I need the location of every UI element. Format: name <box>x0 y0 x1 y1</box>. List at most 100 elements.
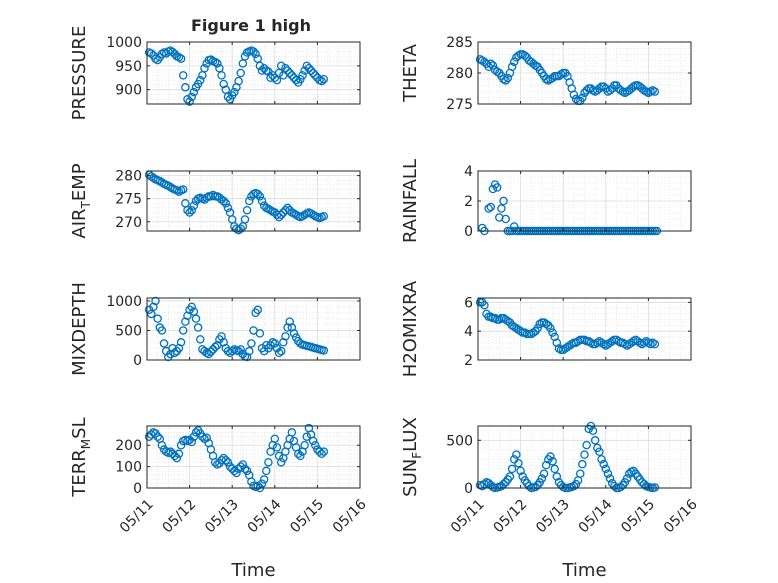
data-point <box>586 338 596 347</box>
data-point <box>599 82 608 91</box>
data-point <box>501 214 510 224</box>
data-point <box>183 94 192 104</box>
data-point <box>597 455 606 464</box>
data-point <box>300 66 309 75</box>
data-point <box>223 458 233 467</box>
data-point <box>257 196 267 206</box>
data-point <box>488 184 498 194</box>
data-point <box>266 205 275 215</box>
data-point <box>159 339 169 348</box>
y-tick-label: 2 <box>464 194 473 210</box>
data-point <box>191 428 201 437</box>
data-point <box>255 192 265 201</box>
data-point <box>317 76 326 86</box>
x-tick-label: 05/13 <box>202 496 242 536</box>
subplot-8: 0 500 05/11 05/12 05/13 05/14 05/15 05/16 Time SU… <box>400 417 701 581</box>
data-point <box>276 458 286 467</box>
data-point <box>580 450 589 459</box>
data-point <box>554 344 564 353</box>
axes-box <box>146 170 361 232</box>
data-point <box>319 211 329 221</box>
subplot-3: 270 275 280 AIRTEMP <box>69 163 361 239</box>
data-point <box>590 436 600 445</box>
data-point <box>255 329 265 338</box>
data-point <box>283 203 292 213</box>
data-point <box>206 347 216 356</box>
data-point <box>193 323 203 332</box>
data-point <box>490 313 500 323</box>
y-axis-label: PRESSURE <box>69 26 90 121</box>
data-point <box>503 73 513 83</box>
x-tick-label: 05/14 <box>576 496 616 536</box>
data-point <box>289 329 299 338</box>
data-point <box>287 71 297 80</box>
data-point <box>595 84 604 93</box>
y-tick-label: 500 <box>446 433 473 449</box>
data-point <box>187 92 196 102</box>
axes-box <box>477 425 692 489</box>
y-axis-label: RAINFALL <box>400 159 421 243</box>
data-point <box>492 183 502 192</box>
y-axis-label: H2OMIXRA <box>400 280 421 377</box>
data-point <box>624 339 634 349</box>
data-point <box>588 426 598 436</box>
axes-box <box>146 425 361 489</box>
data-point <box>539 469 549 478</box>
data-point <box>548 457 557 466</box>
axes-box <box>477 297 692 361</box>
data-point <box>157 440 167 450</box>
data-point <box>230 87 239 97</box>
y-tick-label: 0 <box>133 353 142 369</box>
subplot-7: 0 100 200 05/11 05/12 05/13 05/14 05/15 05/16 Tim… <box>69 417 370 581</box>
data-point <box>287 428 297 437</box>
data-point <box>302 61 311 71</box>
data-point <box>168 449 177 459</box>
x-tick-label: 05/14 <box>245 496 285 536</box>
data-point <box>210 342 220 352</box>
data-point <box>185 208 194 217</box>
data-point <box>495 315 504 324</box>
x-axis-label: Time <box>561 560 606 581</box>
data-point <box>221 199 231 208</box>
y-tick-label: 500 <box>115 323 142 339</box>
data-point <box>147 49 156 58</box>
data-point <box>276 346 286 356</box>
data-point <box>512 450 521 459</box>
data-point <box>166 182 175 192</box>
data-point <box>501 315 510 324</box>
data-point <box>210 57 220 67</box>
data-point <box>255 61 265 71</box>
y-tick-label: 6 <box>464 295 473 311</box>
subplot-5: 0 500 1000 MIXDEPTH <box>69 282 361 376</box>
data-point <box>168 47 177 57</box>
data-point <box>202 433 211 443</box>
data-point <box>187 205 196 215</box>
data-point <box>230 466 239 476</box>
y-tick-label: 280 <box>115 169 142 185</box>
data-point <box>187 437 196 447</box>
data-point <box>561 344 570 353</box>
data-point <box>558 345 568 355</box>
data-point <box>646 339 655 349</box>
data-point <box>319 346 329 355</box>
data-point <box>595 337 604 346</box>
data-point <box>293 449 303 459</box>
data-point <box>227 346 237 356</box>
y-tick-label: 4 <box>464 164 473 180</box>
data-point <box>499 313 508 323</box>
data-point <box>157 326 167 335</box>
data-point <box>509 322 519 332</box>
data-point <box>546 324 555 333</box>
data-point <box>298 71 307 80</box>
data-point <box>272 443 282 452</box>
data-point <box>176 440 186 450</box>
data-point <box>289 209 299 218</box>
data-point <box>219 196 228 206</box>
data-point <box>509 57 519 67</box>
data-point <box>541 319 551 329</box>
x-tick-label: 05/16 <box>661 496 701 536</box>
data-point <box>264 458 273 467</box>
data-point <box>217 71 226 80</box>
data-point <box>578 459 587 469</box>
data-point <box>484 204 493 213</box>
